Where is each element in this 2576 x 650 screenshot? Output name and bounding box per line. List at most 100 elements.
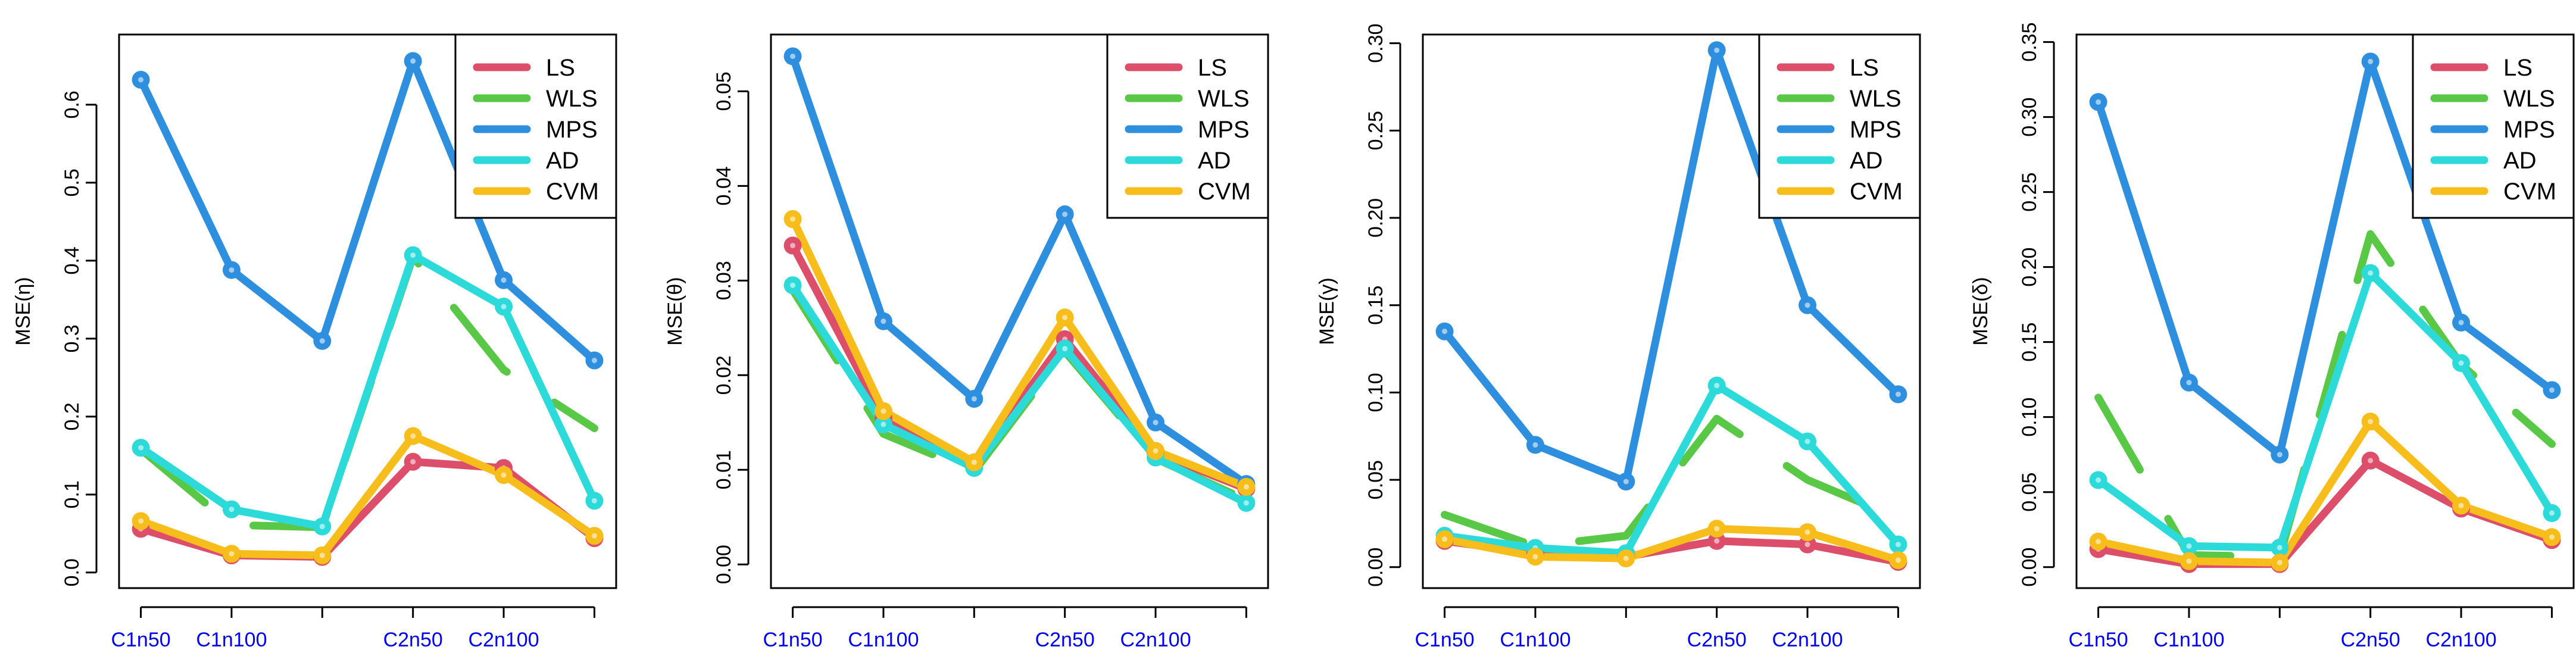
y-tick-label: 0.15 (1365, 286, 1387, 325)
data-point-center (2096, 539, 2102, 545)
y-tick-label: 0.04 (713, 166, 735, 205)
data-point-center (1062, 211, 1068, 217)
data-point-center (1532, 442, 1538, 448)
y-axis-label: MSE(γ) (1316, 277, 1338, 345)
x-tick-label: C1n100 (2153, 629, 2224, 650)
series-line-mps (2094, 57, 2556, 459)
chart-panel-2: 0.00 0.01 0.02 0.03 0.04 0.05 MSE(θ) C1n50 C1n10… (664, 33, 1269, 650)
data-point-center (790, 216, 796, 222)
legend-label-wls: WLS (2503, 86, 2555, 112)
data-point-center (2549, 534, 2555, 540)
legend-label-cvm: CVM (1198, 179, 1251, 205)
y-tick-label: 0.10 (2018, 398, 2041, 437)
x-tick-label: C1n50 (1415, 629, 1474, 650)
x-tick-label: C2n100 (2426, 629, 2497, 650)
legend-label-mps: MPS (1850, 117, 1901, 143)
x-tick-label: C2n50 (1687, 629, 1747, 650)
legend-label-wls: WLS (1198, 86, 1250, 112)
x-tick-label: C1n50 (2068, 629, 2128, 650)
plot-frame (1422, 33, 1921, 589)
y-tick-label: 0.05 (713, 71, 735, 111)
series-line-wls (1441, 414, 1902, 551)
y-tick-label: 0.30 (1365, 24, 1387, 63)
y-tick-label: 0.6 (61, 90, 83, 118)
data-point-center (229, 551, 235, 557)
legend-label-mps: MPS (546, 117, 598, 143)
data-point-center (2096, 99, 2102, 105)
x-tick-label: C1n100 (848, 629, 919, 650)
data-point-center (2277, 545, 2283, 551)
y-tick-label: 0.05 (1365, 460, 1387, 499)
legend: LS WLS MPS AD CVM (1758, 33, 1921, 219)
data-point-center (2368, 58, 2374, 64)
data-point-center (1442, 329, 1448, 335)
series-line-cvm (137, 432, 598, 560)
legend-label-ad: AD (1850, 148, 1883, 174)
series-line-ad (2094, 269, 2556, 552)
x-tick-label: C2n50 (383, 629, 443, 650)
data-point-center (1243, 484, 1249, 490)
data-point-center (1153, 420, 1159, 426)
data-point-center (1895, 542, 1901, 548)
series-line-wls (2094, 230, 2556, 561)
y-tick-label: 0.5 (61, 168, 83, 196)
y-tick-label: 0.35 (2018, 23, 2041, 62)
y-tick-label: 0.4 (61, 246, 83, 274)
legend-label-ls: LS (546, 55, 575, 81)
data-point-center (1895, 391, 1901, 397)
data-point-center (319, 552, 325, 558)
y-tick-label: 0.15 (2018, 323, 2041, 362)
chart-panel-1: 0.0 0.1 0.2 0.3 0.4 0.5 0.6 MSE(η) C1n50 C1n100 C2… (12, 33, 617, 650)
legend-label-ad: AD (546, 148, 579, 174)
data-point-center (410, 433, 416, 439)
series-line-ad (789, 281, 1250, 507)
data-point-center (880, 318, 886, 324)
y-tick-label: 0.20 (1365, 198, 1387, 238)
legend-label-ls: LS (2503, 55, 2533, 81)
data-point-center (1714, 538, 1720, 544)
chart-panel-3: 0.00 0.05 0.10 0.15 0.20 0.25 0.30 MSE(γ) C1n50 C… (1316, 24, 1921, 650)
legend: LS WLS MPS AD CVM (2412, 33, 2575, 219)
data-point-center (410, 459, 416, 465)
y-axis-label: MSE(δ) (1969, 277, 1992, 345)
data-point-center (1623, 479, 1629, 485)
data-point-center (591, 533, 597, 539)
data-point-center (2186, 380, 2192, 386)
x-tick-label: C1n100 (1500, 629, 1570, 650)
data-point-center (2368, 458, 2374, 464)
x-tick-label: C2n50 (1035, 629, 1095, 650)
data-point-center (229, 267, 235, 273)
legend: LS WLS MPS AD CVM (454, 33, 617, 219)
series-line-mps (1441, 46, 1902, 486)
y-tick-label: 0.10 (1365, 373, 1387, 412)
x-tick-label: C1n50 (763, 629, 822, 650)
y-tick-label: 0.25 (2018, 173, 2041, 212)
data-point-center (1153, 448, 1159, 454)
x-tick-label: C1n100 (196, 629, 267, 650)
data-point-center (1062, 346, 1068, 352)
y-tick-label: 0.00 (1365, 548, 1387, 587)
data-point-center (2277, 560, 2283, 565)
legend: LS WLS MPS AD CVM (1106, 33, 1269, 219)
y-tick-label: 0.01 (713, 450, 735, 489)
y-tick-label: 0.00 (2018, 548, 2041, 587)
plot-frame (2075, 33, 2575, 589)
legend-label-mps: MPS (1198, 117, 1250, 143)
x-tick-label: C1n50 (111, 629, 170, 650)
data-point-center (880, 408, 886, 414)
x-tick-label: C2n100 (1120, 629, 1191, 650)
y-tick-label: 0.1 (61, 480, 83, 508)
data-point-center (2186, 558, 2192, 564)
data-point-center (2458, 320, 2464, 326)
data-point-center (591, 498, 597, 504)
data-point-center (971, 396, 977, 402)
data-point-center (880, 421, 886, 427)
data-point-center (138, 518, 144, 524)
data-point-center (2458, 360, 2464, 366)
series-line-mps (137, 57, 598, 365)
x-tick-label: C2n100 (1772, 629, 1843, 650)
data-point-center (410, 252, 416, 258)
series-line-ad (1441, 382, 1902, 557)
data-point-center (501, 472, 507, 478)
